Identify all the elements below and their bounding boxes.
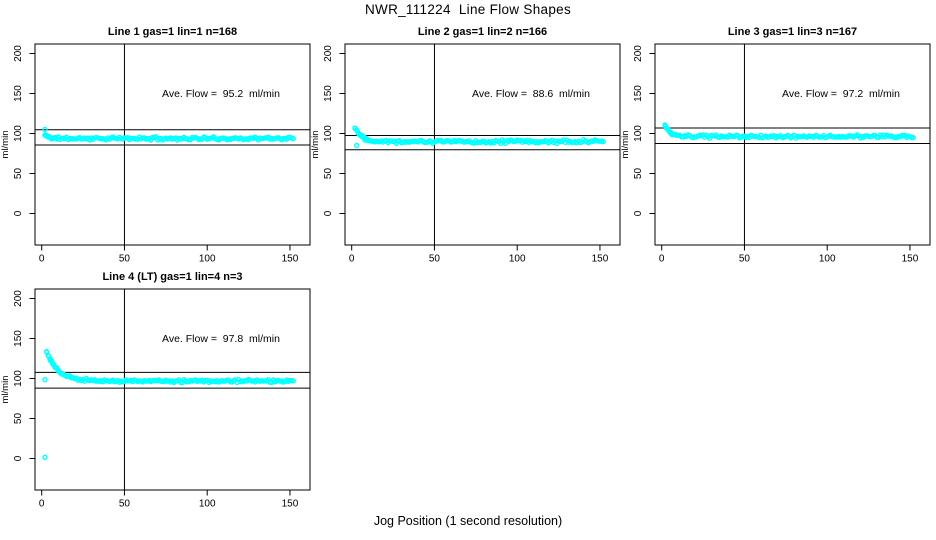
x-tick-label: 100 (199, 499, 216, 510)
y-tick-label: 200 (13, 45, 24, 62)
x-tick-label: 50 (119, 499, 131, 510)
x-tick-label: 100 (819, 254, 836, 265)
y-axis: 0 50 100 150 200 ml/min (0, 45, 35, 216)
ave-flow-annotation-2: Ave. Flow = 88.6 ml/min (472, 88, 590, 100)
x-tick-label: 100 (509, 254, 526, 265)
x-tick-label: 0 (659, 254, 665, 265)
y-tick-label: 100 (323, 125, 334, 142)
panel-title-4: Line 4 (LT) gas=1 lin=4 n=3 (102, 271, 243, 283)
y-axis: 0 50 100 150 200 ml/min (310, 45, 345, 216)
x-tick-label: 100 (199, 254, 216, 265)
plot-area-1: 0 50 100 150 200 ml/min 0 50 100 150 (0, 18, 316, 268)
data-points (42, 126, 296, 143)
plot-box (344, 43, 621, 246)
flow-panel-4: 0 50 100 150 200 ml/min 0 50 100 150 Line 4 (LT) … (0, 263, 316, 513)
data-points (662, 122, 916, 141)
y-tick-label: 50 (13, 413, 24, 425)
y-axis-title: ml/min (0, 131, 11, 159)
y-axis: 0 50 100 150 200 ml/min (620, 45, 655, 216)
panel-plot-svg: 0 50 100 150 200 ml/min 0 50 100 150 (310, 43, 621, 265)
x-tick-label: 0 (39, 254, 45, 265)
x-axis: 0 50 100 150 (349, 245, 609, 265)
panel-plot-svg: 0 50 100 150 200 ml/min 0 50 100 150 (0, 288, 311, 510)
plot-area-4: 0 50 100 150 200 ml/min 0 50 100 150 (0, 263, 316, 513)
x-axis-label: Jog Position (1 second resolution) (373, 514, 563, 528)
x-axis: 0 50 100 150 (39, 490, 299, 510)
reference-lines (35, 289, 310, 490)
page-title: NWR_111224 Line Flow Shapes (364, 2, 571, 17)
y-axis-title: ml/min (310, 131, 321, 159)
x-tick-label: 150 (282, 499, 299, 510)
y-tick-label: 0 (13, 210, 24, 216)
ave-flow-annotation-3: Ave. Flow = 97.2 ml/min (782, 88, 900, 100)
x-axis: 0 50 100 150 (39, 245, 299, 265)
y-tick-label: 150 (13, 85, 24, 102)
data-points (42, 348, 296, 461)
y-tick-label: 0 (323, 210, 334, 216)
y-tick-label: 0 (633, 210, 644, 216)
y-tick-label: 50 (633, 168, 644, 180)
y-axis-title: ml/min (0, 376, 11, 404)
ave-flow-annotation-4: Ave. Flow = 97.8 ml/min (162, 333, 280, 345)
panel-plot-svg: 0 50 100 150 200 ml/min 0 50 100 150 (0, 43, 311, 265)
flow-panel-1: 0 50 100 150 200 ml/min 0 50 100 150 Line 1 gas=1… (0, 18, 316, 268)
panel-title-3: Line 3 gas=1 lin=3 n=167 (727, 26, 858, 38)
y-tick-label: 200 (633, 45, 644, 62)
y-tick-label: 100 (13, 125, 24, 142)
panel-title-1: Line 1 gas=1 lin=1 n=168 (107, 26, 238, 38)
x-tick-label: 50 (429, 254, 441, 265)
plot-box (34, 288, 311, 491)
panel-plot-svg: 0 50 100 150 200 ml/min 0 50 100 150 (620, 43, 931, 265)
y-tick-label: 150 (323, 85, 334, 102)
y-tick-label: 200 (13, 290, 24, 307)
flow-panel-3: 0 50 100 150 200 ml/min 0 50 100 150 Line 3 gas=1… (620, 18, 936, 268)
x-tick-label: 150 (902, 254, 919, 265)
y-tick-label: 200 (323, 45, 334, 62)
x-tick-label: 150 (592, 254, 609, 265)
ave-flow-annotation-1: Ave. Flow = 95.2 ml/min (162, 88, 280, 100)
reference-lines (35, 44, 310, 245)
plot-box (654, 43, 931, 246)
x-axis: 0 50 100 150 (659, 245, 919, 265)
y-tick-label: 150 (13, 330, 24, 347)
x-tick-label: 0 (39, 499, 45, 510)
y-tick-label: 150 (633, 85, 644, 102)
y-axis: 0 50 100 150 200 ml/min (0, 290, 35, 461)
x-tick-label: 0 (349, 254, 355, 265)
plot-area-3: 0 50 100 150 200 ml/min 0 50 100 150 (620, 18, 936, 268)
x-tick-label: 150 (282, 254, 299, 265)
data-points (352, 125, 606, 149)
y-tick-label: 0 (13, 455, 24, 461)
plot-area-2: 0 50 100 150 200 ml/min 0 50 100 150 (310, 18, 626, 268)
y-tick-label: 100 (633, 125, 644, 142)
panel-title-2: Line 2 gas=1 lin=2 n=166 (417, 26, 548, 38)
flow-panel-2: 0 50 100 150 200 ml/min 0 50 100 150 Line 2 gas=1… (310, 18, 626, 268)
y-tick-label: 50 (323, 168, 334, 180)
reference-lines (655, 44, 930, 245)
y-axis-title: ml/min (620, 131, 631, 159)
x-tick-label: 50 (739, 254, 751, 265)
y-tick-label: 50 (13, 168, 24, 180)
x-tick-label: 50 (119, 254, 131, 265)
y-tick-label: 100 (13, 370, 24, 387)
